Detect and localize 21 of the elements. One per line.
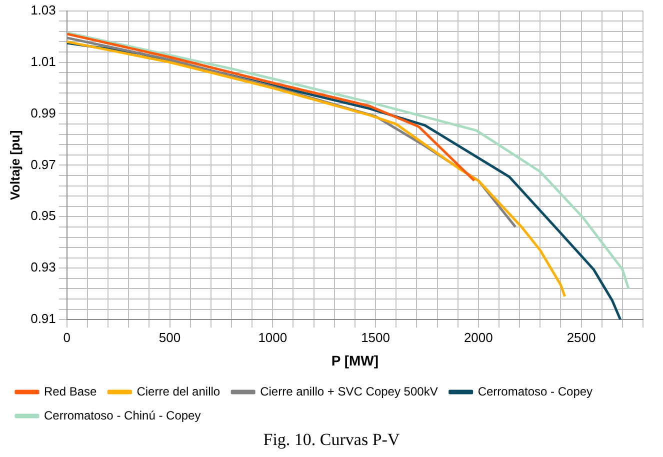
- y-tick-label: 0.93: [30, 260, 56, 275]
- x-tick-label: 1000: [258, 330, 288, 345]
- legend-label: Cierre del anillo: [136, 384, 220, 398]
- y-axis-title: Voltaje [pu]: [7, 130, 22, 200]
- legend-label: Cierre anillo + SVC Copey 500kV: [260, 384, 438, 398]
- x-tick-label: 1500: [361, 330, 390, 345]
- y-tick-label: 1.03: [30, 2, 56, 18]
- legend-label: Red Base: [44, 384, 98, 398]
- y-tick-label: 0.97: [30, 156, 56, 172]
- caption: Fig. 10. Curvas P-V: [262, 430, 401, 450]
- y-tick-label: 0.95: [30, 208, 56, 224]
- x-tick-label: 2000: [464, 330, 493, 345]
- y-tick-label: 0.99: [30, 105, 56, 120]
- legend-label: Cerromatoso - Copey: [478, 384, 593, 398]
- x-axis-title: P [MW]: [331, 352, 379, 368]
- x-tick-label: 2500: [566, 330, 596, 345]
- x-tick-label: 500: [158, 330, 181, 345]
- y-tick-label: 0.91: [30, 311, 56, 326]
- y-tick-label: 1.01: [30, 54, 56, 69]
- x-tick-label: 0: [63, 330, 71, 345]
- legend-label: Cerromatoso - Chinú - Copey: [44, 408, 201, 422]
